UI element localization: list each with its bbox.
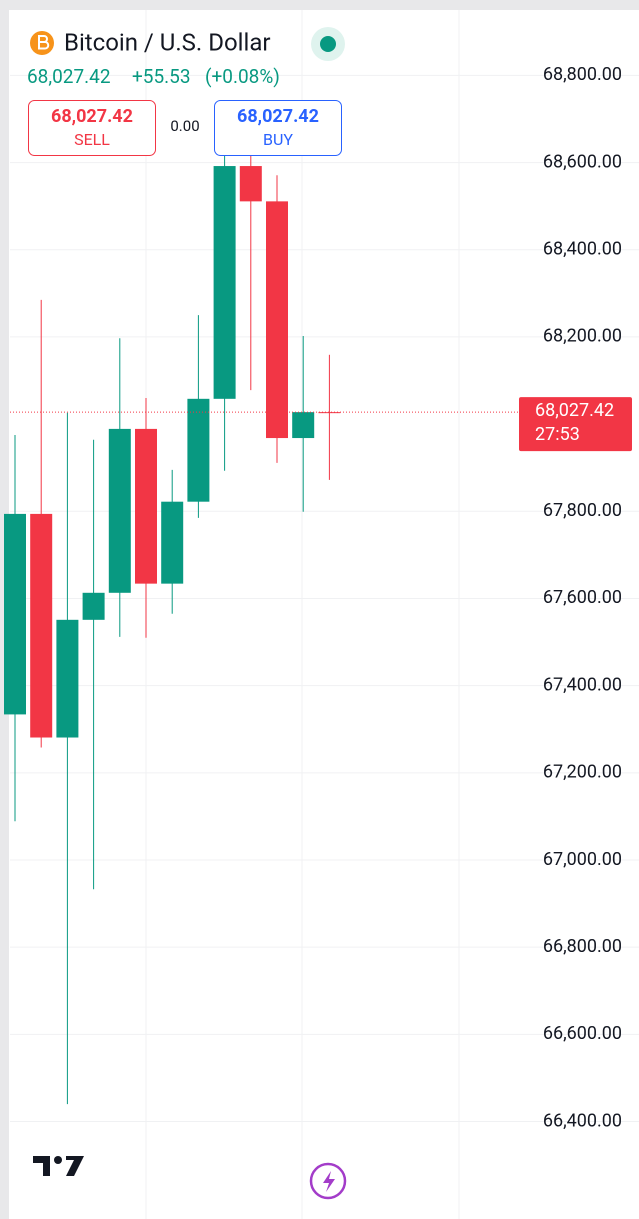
coin-symbol [38,35,50,50]
buy-label: BUY [263,130,293,149]
countdown: 27:53 [535,424,580,445]
y-tick-label: 67,400.00 [543,674,622,695]
y-tick-label: 68,200.00 [543,326,622,347]
candle-body [135,428,157,584]
buy-button[interactable] [214,100,342,156]
grid [145,10,460,1219]
candle-body [108,428,131,593]
candle-body [239,166,262,202]
y-tick-label: 68,400.00 [543,238,622,259]
y-tick-label: 66,600.00 [543,1023,622,1044]
logo-part [54,1156,62,1164]
y-tick-label: 67,200.00 [543,762,622,783]
sell-price: 68,027.42 [51,106,133,127]
sell-button[interactable] [28,100,156,156]
spread: 0.00 [170,117,199,135]
candle-body [213,166,236,399]
price-tag: 68,027.42 27:53 [519,397,632,452]
logo-part [66,1156,84,1176]
sell-label: SELL [74,130,110,149]
header: Bitcoin / U.S. Dollar 68,027.42 +55.53 (… [27,27,345,156]
top-bar [0,0,639,10]
y-tick-label: 68,600.00 [543,151,622,172]
change-percent: (+0.08%) [205,65,280,88]
assistant-bolt [323,1171,335,1192]
candle-body [161,501,184,584]
assistant-icon[interactable] [309,1162,347,1200]
y-tick-label: 66,400.00 [543,1110,622,1131]
y-tick-label: 67,600.00 [543,587,622,608]
current-price-label: 68,027.42 [535,400,614,421]
buy-price: 68,027.42 [237,106,319,127]
candle-body [318,412,341,414]
candle-body [292,412,315,439]
plot: 66,400.00 66,600.00 66,800.00 67,000.00 67,2… [4,64,639,1131]
logo [33,1156,347,1200]
status-dot [320,36,336,52]
y-tick-label: 68,800.00 [543,64,622,85]
candle-body [4,513,26,715]
chart-title: Bitcoin / U.S. Dollar [64,28,271,56]
logo-part [33,1156,50,1176]
candle-body [56,619,79,738]
y-tick-label: 66,800.00 [543,936,622,957]
candle-body [266,201,288,439]
candle-body [187,398,210,502]
candle-body [82,592,105,620]
y-tick-label: 67,800.00 [543,500,622,521]
price-tag-bg [519,397,632,452]
candle-body [30,513,53,738]
last-price: 68,027.42 [27,65,111,88]
change: +55.53 [132,65,191,88]
y-tick-label: 67,000.00 [543,849,622,870]
